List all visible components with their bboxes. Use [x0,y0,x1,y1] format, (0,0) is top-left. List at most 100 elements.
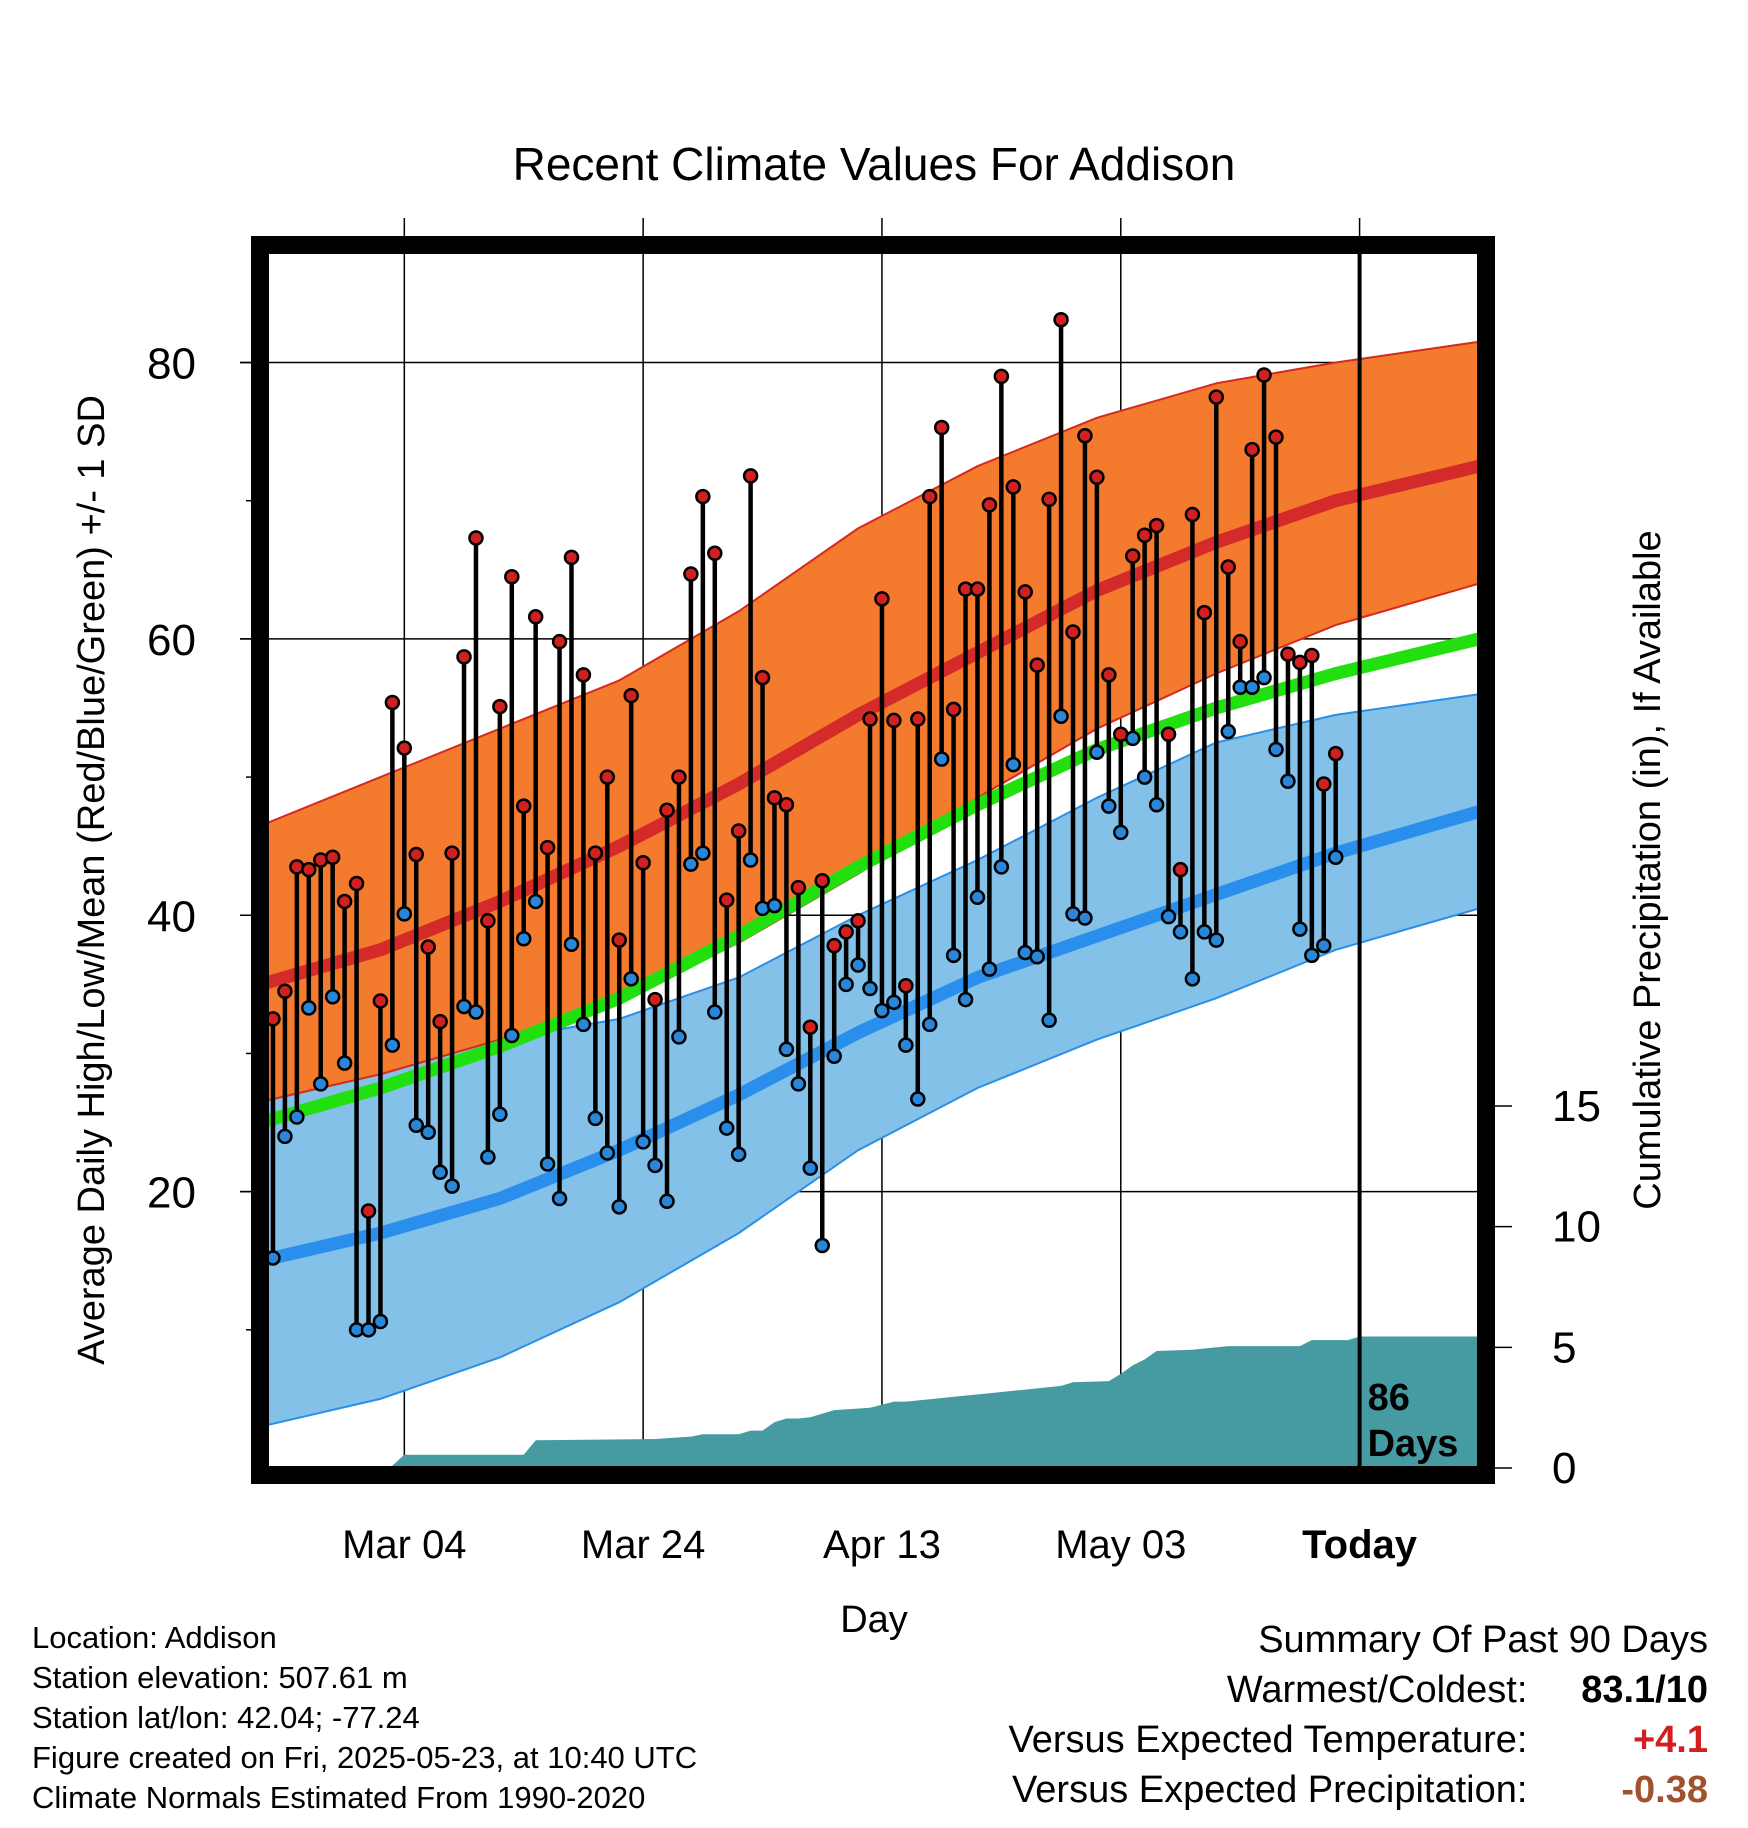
x-tick-label: Apr 13 [823,1523,941,1567]
daily-low-point [778,1041,795,1058]
daily-low-point [1208,932,1225,948]
daily-high-point [551,633,568,650]
daily-low-point [683,856,699,872]
daily-low-point [456,998,472,1015]
daily-low-point [814,1237,831,1254]
location-text: Location: Addison [32,1620,277,1655]
daily-high-point [1268,429,1284,445]
daily-low-point [850,957,866,973]
daily-high-point [695,488,711,505]
daily-high-point [1184,506,1201,523]
daily-low-point [910,1091,926,1107]
daily-high-point [420,939,436,955]
daily-high-point [336,893,353,910]
daily-low-point [384,1037,401,1053]
daily-high-point [1196,604,1213,621]
daily-high-point [838,924,854,940]
daily-high-point [611,932,628,948]
daily-low-point [635,1134,651,1150]
daily-high-point [599,769,616,785]
daily-low-point [1172,924,1189,940]
daily-high-point [874,591,890,607]
daily-high-point [575,667,592,683]
daily-low-point [372,1313,389,1330]
daily-low-point [695,845,711,861]
daily-high-point [372,993,389,1009]
daily-low-point [611,1199,628,1215]
daily-high-point [1053,311,1069,328]
x-tick-label: Mar 04 [342,1523,467,1567]
precipitation-anomaly-label: Versus Expected Precipitation: [1012,1769,1528,1811]
y2-tick-label: 15 [1552,1082,1601,1131]
daily-high-point [1304,647,1320,664]
station-info: Location: Addison Station elevation: 507… [32,1618,697,1818]
daily-high-point [563,549,580,566]
y-tick-label: 60 [147,616,196,665]
daily-high-point [1220,559,1236,575]
daily-low-point [1005,756,1022,773]
daily-high-point [480,913,496,929]
normals-text: Climate Normals Estimated From 1990-2020 [32,1780,646,1815]
daily-low-point [742,852,759,868]
y2-tick-label: 10 [1552,1203,1601,1252]
daily-high-point [718,892,735,908]
daily-high-point [850,913,866,929]
daily-low-point [993,859,1010,875]
daily-high-point [1041,491,1057,508]
daily-low-point [551,1190,568,1207]
daily-high-point [456,649,472,665]
daily-low-point [599,1145,616,1161]
daily-high-point [1029,657,1045,673]
daily-low-point [1184,971,1201,987]
daily-high-point [766,790,783,806]
low-normal-band [267,694,1479,1426]
daily-low-point [587,1110,604,1127]
summary-title: Summary Of Past 90 Days [1258,1619,1708,1661]
daily-low-point [862,980,878,997]
daily-high-point [432,1013,448,1030]
daily-high-point [515,798,532,814]
daily-low-point [324,989,341,1005]
daily-low-point [1256,669,1272,686]
daily-low-point [480,1149,496,1165]
daily-high-point [683,566,699,582]
daily-low-point [886,994,902,1011]
daily-high-point [790,879,807,896]
daily-low-point [515,931,532,947]
daily-low-point [432,1164,448,1181]
daily-high-point [1101,667,1117,683]
daily-high-point [492,698,508,715]
daily-high-point [814,872,831,889]
daily-low-point [671,1029,687,1045]
daily-high-point [444,845,460,861]
daily-high-point [1065,624,1081,640]
daily-high-point [981,497,998,513]
daily-low-point [1327,849,1344,865]
daily-low-point [492,1106,508,1123]
daily-high-point [898,977,914,994]
y-axis-label: Average Daily High/Low/Mean (Red/Blue/Gr… [71,395,113,1365]
daily-high-point [1017,584,1033,600]
daily-low-point [1089,744,1105,760]
daily-high-point [1160,726,1177,743]
daily-high-point [707,545,723,561]
daily-low-point [527,893,544,910]
daily-low-point [802,1160,819,1176]
daily-low-point [301,1000,317,1016]
daily-high-point [1148,517,1165,534]
daily-high-point [886,712,902,729]
low-band-lower-edge [267,907,1479,1427]
daily-high-point [277,983,293,1000]
warmest-coldest-label: Warmest/Coldest: [1226,1669,1528,1711]
y2-axis-label: Cumulative Precipitation (in), If Availa… [1627,530,1669,1209]
daily-high-point [778,796,795,813]
daily-low-point [1160,908,1177,925]
daily-low-point [277,1128,293,1145]
mean-normal-line [267,632,1479,1128]
daily-high-point [1256,367,1272,383]
today-days-label: Days [1368,1423,1459,1465]
daily-high-point [1244,441,1260,458]
daily-low-point [504,1027,520,1044]
daily-low-point [420,1124,436,1140]
